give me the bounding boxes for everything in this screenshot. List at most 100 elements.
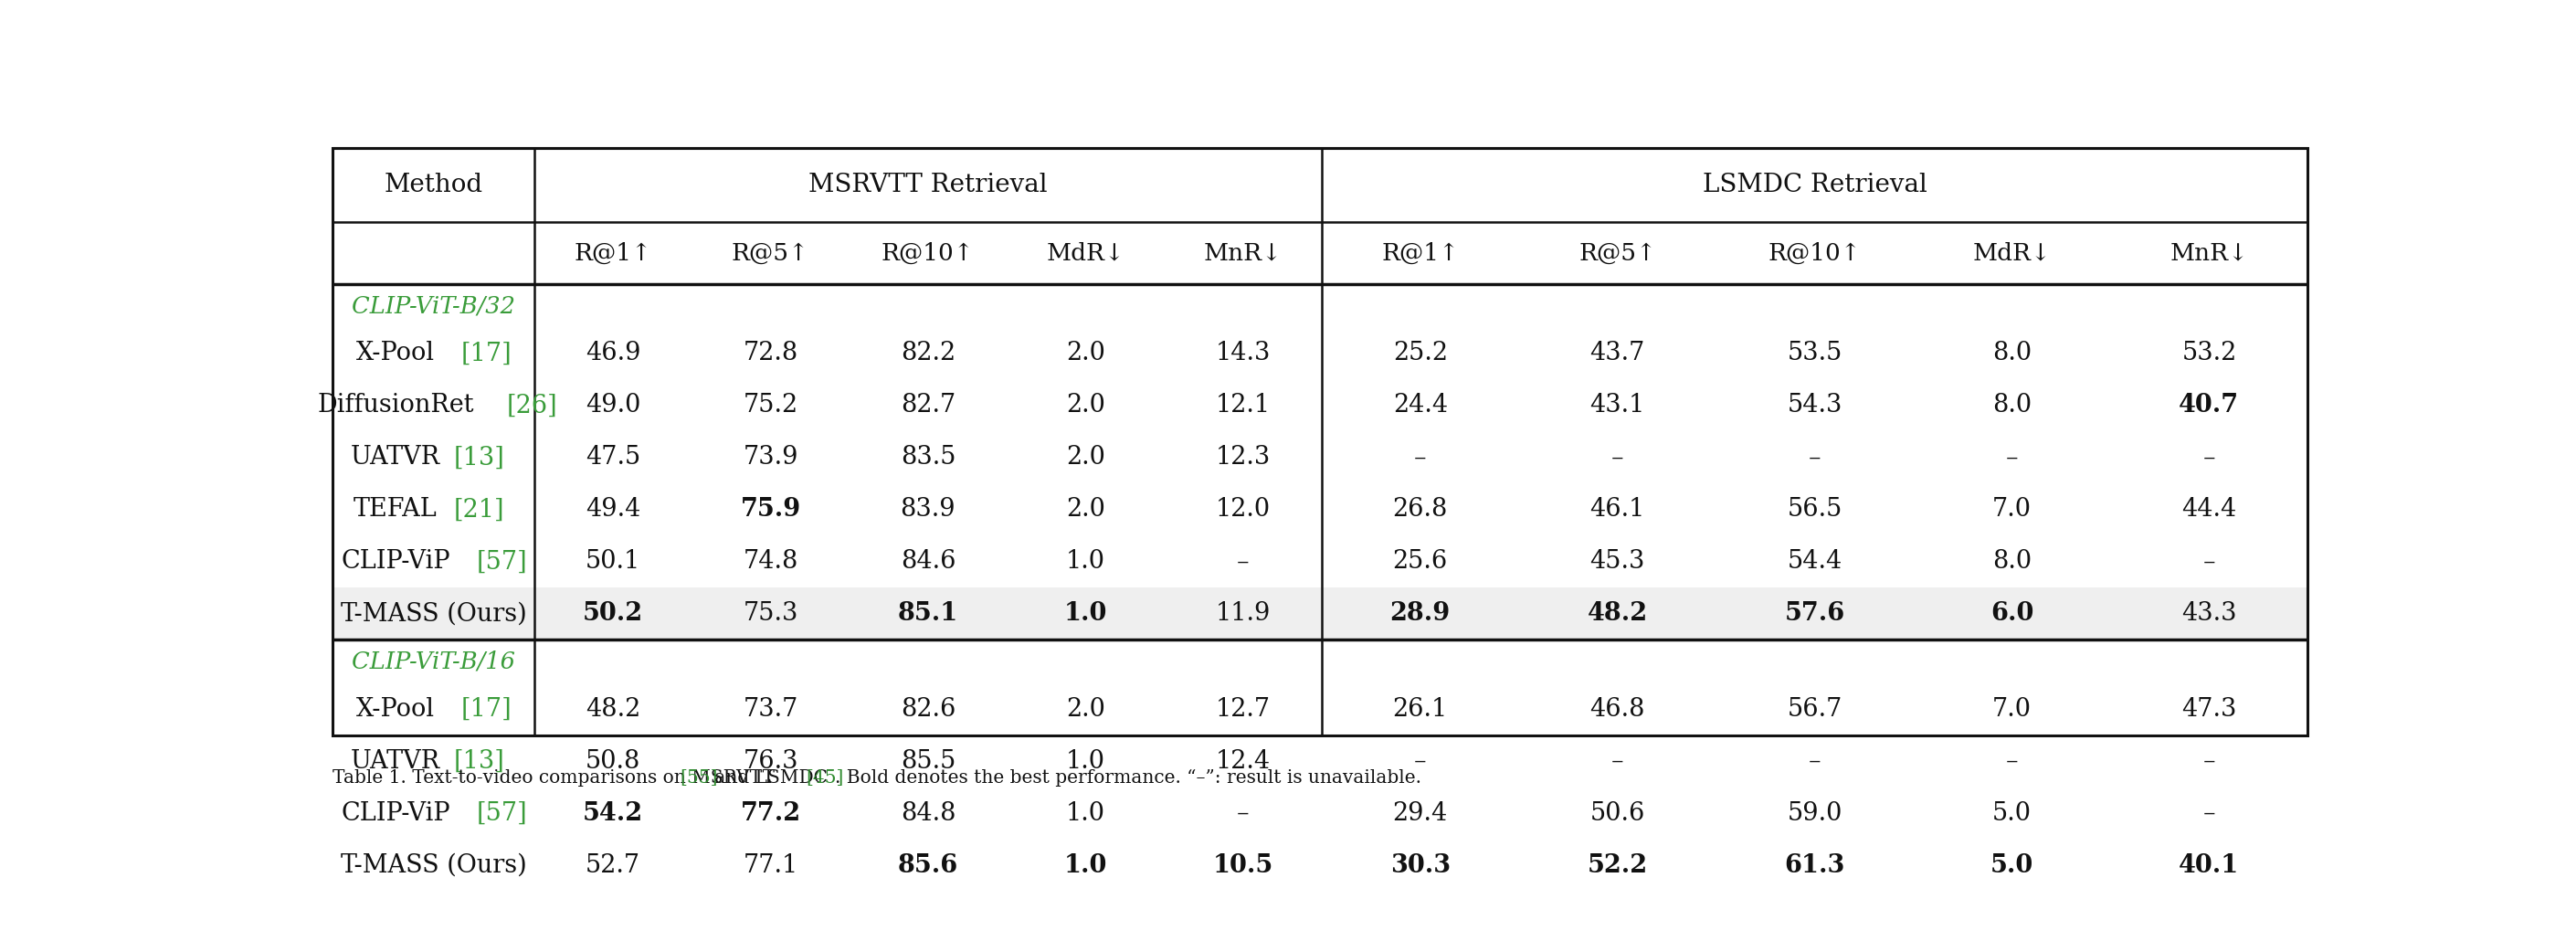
- Text: [26]: [26]: [507, 393, 556, 418]
- Text: T-MASS (Ours): T-MASS (Ours): [340, 853, 526, 878]
- Text: 30.3: 30.3: [1391, 853, 1450, 878]
- Text: 5.0: 5.0: [1991, 853, 2032, 878]
- Text: 43.3: 43.3: [2182, 601, 2236, 626]
- Text: MSRVTT Retrieval: MSRVTT Retrieval: [809, 173, 1048, 198]
- Text: –: –: [1414, 749, 1427, 774]
- Text: 25.2: 25.2: [1394, 342, 1448, 366]
- Text: 43.7: 43.7: [1589, 342, 1646, 366]
- Text: 29.4: 29.4: [1394, 801, 1448, 826]
- Text: . Bold denotes the best performance. “–”: result is unavailable.: . Bold denotes the best performance. “–”…: [835, 770, 1422, 787]
- Text: and LSMDC: and LSMDC: [708, 770, 835, 787]
- Text: 2.0: 2.0: [1066, 498, 1105, 522]
- Text: 83.9: 83.9: [899, 498, 956, 522]
- Text: 49.4: 49.4: [585, 498, 641, 522]
- Text: DiffusionRet: DiffusionRet: [317, 393, 474, 418]
- Text: 83.5: 83.5: [902, 445, 956, 470]
- Text: 50.1: 50.1: [585, 550, 641, 574]
- Text: –: –: [2007, 445, 2017, 470]
- Text: 10.5: 10.5: [1213, 853, 1273, 878]
- Text: TEFAL: TEFAL: [353, 498, 438, 522]
- Text: R@1↑: R@1↑: [574, 242, 652, 264]
- Text: [45]: [45]: [806, 770, 842, 787]
- Text: 82.2: 82.2: [902, 342, 956, 366]
- Text: 77.1: 77.1: [742, 853, 799, 878]
- Text: 40.7: 40.7: [2179, 393, 2239, 418]
- Text: [13]: [13]: [453, 445, 505, 470]
- Bar: [332, 839, 2308, 892]
- Text: MdR↓: MdR↓: [1973, 242, 2050, 264]
- Text: 84.8: 84.8: [902, 801, 956, 826]
- Text: 54.2: 54.2: [582, 801, 644, 826]
- Text: 50.2: 50.2: [582, 601, 644, 626]
- Text: 24.4: 24.4: [1394, 393, 1448, 418]
- Text: 45.3: 45.3: [1589, 550, 1646, 574]
- Text: 84.6: 84.6: [902, 550, 956, 574]
- Text: 26.8: 26.8: [1394, 498, 1448, 522]
- Text: 76.3: 76.3: [742, 749, 799, 774]
- Text: –: –: [1808, 445, 1821, 470]
- Text: 7.0: 7.0: [1991, 498, 2032, 522]
- Text: 56.7: 56.7: [1788, 697, 1842, 722]
- Text: 2.0: 2.0: [1066, 342, 1105, 366]
- Text: 6.0: 6.0: [1991, 601, 2032, 626]
- Text: CLIP-ViP: CLIP-ViP: [340, 550, 451, 574]
- Text: 2.0: 2.0: [1066, 445, 1105, 470]
- Text: 82.7: 82.7: [902, 393, 956, 418]
- Text: 12.7: 12.7: [1216, 697, 1270, 722]
- Text: [55]: [55]: [680, 770, 719, 787]
- Text: –: –: [1610, 749, 1623, 774]
- Text: 26.1: 26.1: [1394, 697, 1448, 722]
- Text: R@5↑: R@5↑: [732, 242, 809, 264]
- Text: 53.2: 53.2: [2182, 342, 2236, 366]
- Text: R@5↑: R@5↑: [1579, 242, 1656, 264]
- Text: 75.2: 75.2: [742, 393, 799, 418]
- Text: 77.2: 77.2: [739, 801, 801, 826]
- Text: 54.3: 54.3: [1788, 393, 1842, 418]
- Text: 1.0: 1.0: [1066, 550, 1105, 574]
- Text: MnR↓: MnR↓: [1203, 242, 1283, 264]
- Text: –: –: [2202, 445, 2215, 470]
- Text: UATVR: UATVR: [350, 749, 440, 774]
- Text: 25.6: 25.6: [1394, 550, 1448, 574]
- Text: 1.0: 1.0: [1066, 801, 1105, 826]
- Text: –: –: [1610, 445, 1623, 470]
- Text: 85.6: 85.6: [899, 853, 958, 878]
- Bar: [332, 588, 2308, 640]
- Text: –: –: [2202, 550, 2215, 574]
- Text: –: –: [1236, 550, 1249, 574]
- Text: CLIP-ViP: CLIP-ViP: [340, 801, 451, 826]
- Text: –: –: [1414, 445, 1427, 470]
- Text: 48.2: 48.2: [1587, 601, 1649, 626]
- Text: 11.9: 11.9: [1216, 601, 1270, 626]
- Text: 52.2: 52.2: [1587, 853, 1649, 878]
- Text: 72.8: 72.8: [742, 342, 799, 366]
- Text: 75.9: 75.9: [739, 498, 801, 522]
- Text: R@10↑: R@10↑: [1767, 242, 1862, 264]
- Text: 12.4: 12.4: [1216, 749, 1270, 774]
- Text: 8.0: 8.0: [1991, 550, 2032, 574]
- Text: 7.0: 7.0: [1991, 697, 2032, 722]
- Text: –: –: [2202, 749, 2215, 774]
- Text: X-Pool: X-Pool: [355, 342, 435, 366]
- Text: 5.0: 5.0: [1991, 801, 2032, 826]
- Text: 46.9: 46.9: [585, 342, 641, 366]
- Text: 48.2: 48.2: [585, 697, 641, 722]
- Text: –: –: [2007, 749, 2017, 774]
- Text: 12.0: 12.0: [1216, 498, 1270, 522]
- Text: Table 1. Text-to-video comparisons on MSRVTT: Table 1. Text-to-video comparisons on MS…: [332, 770, 781, 787]
- Text: [17]: [17]: [461, 697, 513, 722]
- Text: 47.3: 47.3: [2182, 697, 2236, 722]
- Text: 8.0: 8.0: [1991, 342, 2032, 366]
- Text: [13]: [13]: [453, 749, 505, 774]
- Text: 50.8: 50.8: [585, 749, 641, 774]
- Text: 57.6: 57.6: [1785, 601, 1844, 626]
- Text: 74.8: 74.8: [742, 550, 799, 574]
- Text: 12.3: 12.3: [1216, 445, 1270, 470]
- Text: –: –: [2202, 801, 2215, 826]
- Text: 40.1: 40.1: [2179, 853, 2239, 878]
- Text: 85.1: 85.1: [899, 601, 958, 626]
- Bar: [332, 148, 2308, 736]
- Text: 75.3: 75.3: [742, 601, 799, 626]
- Text: Method: Method: [384, 173, 482, 198]
- Text: 52.7: 52.7: [585, 853, 641, 878]
